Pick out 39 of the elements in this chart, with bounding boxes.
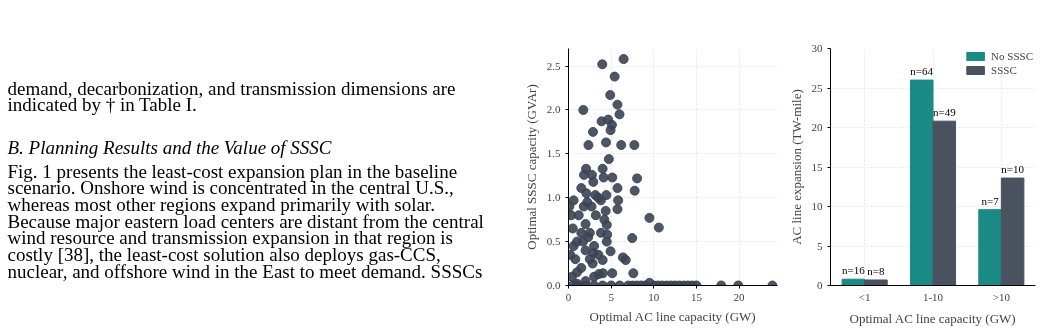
y-tick-label: 1.5 [546,147,561,160]
bar [909,79,934,286]
y-tick-label: 0.0 [546,279,561,291]
legend-label: SSSC [991,64,1017,76]
y-tick-label: 30 [811,42,823,54]
bar [932,120,957,286]
annotation: n=7 [981,194,1000,207]
y-tick-label: 20 [811,121,823,133]
y-tick-label: 2.5 [546,59,561,72]
y-tick-label: 2.0 [546,103,561,116]
y-tick-label: 10 [811,200,823,212]
x-axis-title: Optimal AC line capacity (GW) [589,308,756,324]
y-tick-label: 0.5 [546,235,561,248]
x-tick-label: 5 [608,290,615,303]
y-axis-title: AC line expansion (TW-mile) [788,89,804,245]
y-axis-title: Optimal SSSC capacity (GVAr) [523,84,539,250]
annotation: n=64 [910,65,934,78]
y-tick-label: 5 [817,239,823,252]
y-tick-label: 25 [811,81,823,94]
x-tick-label: 10 [648,290,660,303]
x-tick-label: 20 [733,290,746,303]
y-tick-label: 1.0 [546,191,561,204]
x-tick-label: <1 [858,290,871,303]
x-tick-label: 15 [690,290,703,303]
x-tick-label: >10 [992,290,1011,303]
bar [864,279,888,286]
x-tick-label: 1-10 [922,290,944,303]
x-axis-title: Optimal AC line capacity (GW) [849,310,1016,326]
y-tick-label: 15 [811,160,823,173]
annotation: n=16 [842,264,866,277]
annotation: n=8 [867,264,886,277]
annotation: n=49 [932,106,957,119]
y-tick-label: 0 [817,279,823,291]
text: B. Planning Results and the Value of SSSC [7,136,332,158]
bar [1000,177,1025,286]
x-tick-label: 0 [565,290,572,303]
annotation: n=10 [1001,163,1025,176]
legend-label: No SSSC [991,50,1033,62]
bar [978,209,1002,286]
